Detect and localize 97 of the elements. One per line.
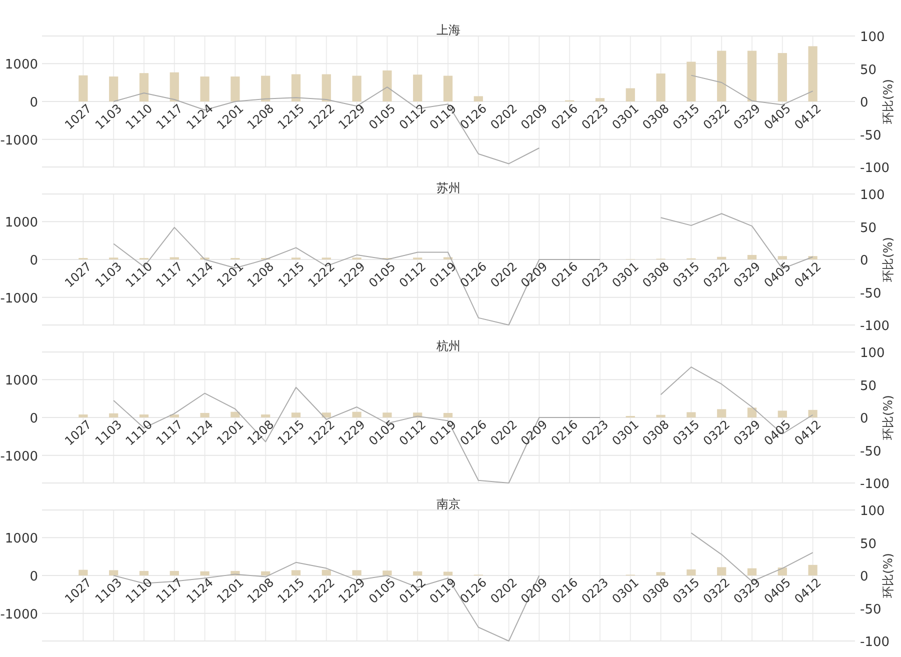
bar — [322, 570, 331, 576]
bar — [139, 73, 149, 102]
y2-tick-label: 50 — [860, 536, 877, 552]
bar — [109, 570, 118, 576]
y2-tick-label: -50 — [860, 128, 882, 144]
bar — [200, 571, 210, 576]
y-tick-label: -1000 — [0, 291, 38, 306]
y2-tick-label: 50 — [860, 62, 877, 78]
bar — [413, 74, 422, 102]
bar — [139, 570, 149, 576]
y-tick-label: -1000 — [0, 133, 38, 148]
bar — [170, 72, 179, 102]
bar — [717, 409, 726, 418]
bar — [656, 572, 666, 576]
bar — [413, 571, 422, 576]
bar — [230, 412, 240, 418]
bar — [686, 412, 696, 418]
y2-tick-label: 100 — [860, 30, 885, 45]
bar — [352, 412, 362, 418]
bar — [686, 62, 696, 102]
bar — [109, 413, 118, 418]
y2-tick-label: -50 — [860, 286, 882, 302]
bar — [352, 76, 362, 102]
chart-title: 南京 — [436, 497, 460, 511]
bar — [686, 569, 696, 576]
y2-axis-title: 环比(%) — [881, 237, 895, 282]
bar — [717, 567, 726, 576]
y2-tick-label: 0 — [860, 570, 868, 584]
bar — [322, 74, 331, 102]
bar — [443, 572, 453, 576]
bar — [261, 76, 270, 102]
bar — [230, 76, 240, 102]
y2-tick-label: 50 — [860, 220, 877, 236]
y2-tick-label: 0 — [860, 96, 868, 110]
chart-title: 苏州 — [436, 181, 460, 195]
bar — [78, 75, 88, 102]
bar — [200, 412, 210, 418]
bar — [808, 410, 818, 418]
y-tick-label: 0 — [30, 570, 38, 584]
bar — [382, 70, 392, 102]
bar — [382, 570, 392, 576]
chart-title: 上海 — [436, 23, 460, 37]
bar — [656, 414, 666, 418]
y2-axis-title: 环比(%) — [881, 79, 895, 124]
y2-tick-label: -50 — [860, 444, 882, 460]
bar — [200, 76, 210, 102]
y2-tick-label: 0 — [860, 412, 868, 426]
bar — [139, 414, 149, 418]
bar — [808, 564, 818, 576]
y-tick-label: 0 — [30, 96, 38, 110]
bar — [291, 412, 301, 418]
bar — [109, 76, 118, 102]
y2-tick-label: -100 — [860, 161, 890, 176]
bar — [78, 570, 88, 576]
y2-tick-label: -100 — [860, 635, 890, 650]
y-tick-label: 1000 — [4, 532, 38, 547]
y-tick-label: -1000 — [0, 449, 38, 464]
bar — [778, 53, 787, 102]
bar — [717, 50, 726, 102]
y2-tick-label: 100 — [860, 188, 885, 203]
bar — [808, 46, 818, 102]
y-tick-label: 1000 — [4, 216, 38, 231]
y-tick-label: 1000 — [4, 374, 38, 389]
y-tick-label: 1000 — [4, 58, 38, 73]
bar — [382, 412, 392, 418]
bar — [778, 410, 787, 418]
bar — [595, 98, 605, 102]
y2-tick-label: 100 — [860, 346, 885, 361]
y2-axis-title: 环比(%) — [881, 395, 895, 440]
bar — [78, 414, 88, 418]
y2-tick-label: -50 — [860, 602, 882, 618]
bar — [291, 570, 301, 576]
bar — [656, 73, 666, 102]
bar — [747, 50, 757, 102]
y-tick-label: 0 — [30, 254, 38, 268]
bar — [322, 412, 331, 418]
y-tick-label: 0 — [30, 412, 38, 426]
bar — [747, 568, 757, 576]
bar — [474, 96, 483, 102]
y2-tick-label: 50 — [860, 378, 877, 394]
bar — [443, 76, 453, 102]
bar — [778, 568, 787, 576]
y2-tick-label: -100 — [860, 477, 890, 492]
bar — [352, 570, 362, 576]
y2-tick-label: -100 — [860, 319, 890, 334]
bar — [170, 570, 179, 576]
y2-tick-label: 100 — [860, 504, 885, 519]
bar — [626, 88, 635, 102]
bar — [443, 412, 453, 418]
chart-title: 杭州 — [436, 339, 460, 353]
y2-tick-label: 0 — [860, 254, 868, 268]
y2-axis-title: 环比(%) — [881, 553, 895, 598]
bar — [261, 571, 270, 576]
bar — [291, 74, 301, 102]
y-tick-label: -1000 — [0, 607, 38, 622]
bar — [261, 414, 270, 418]
bar — [747, 408, 757, 418]
